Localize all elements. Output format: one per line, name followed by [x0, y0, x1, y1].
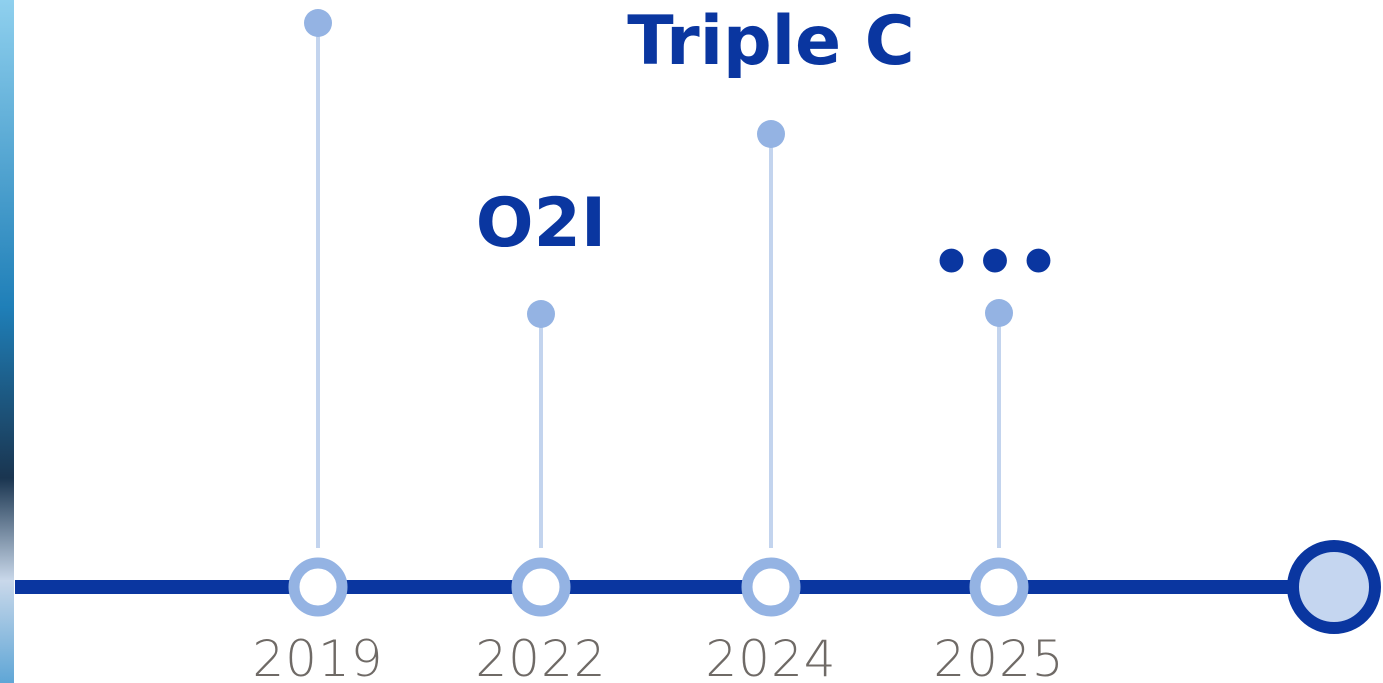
milestone-label: ••• — [930, 224, 1060, 303]
milestone-label: Triple C — [627, 2, 914, 81]
node — [747, 563, 795, 611]
stem-dot — [985, 299, 1013, 327]
side-photo — [0, 0, 14, 683]
node — [975, 563, 1023, 611]
stem-dot — [304, 9, 332, 37]
milestone-label: O2I — [476, 184, 606, 263]
year-label: 2019 — [252, 630, 383, 683]
year-label: 2022 — [475, 630, 606, 683]
node — [294, 563, 342, 611]
timeline: 2019 2022 O2I 2024 Triple C 2025 ••• — [0, 0, 1383, 683]
stem-dot — [527, 300, 555, 328]
year-label: 2025 — [933, 630, 1064, 683]
stem-dot — [757, 120, 785, 148]
timeline-end — [1293, 546, 1375, 628]
year-label: 2024 — [705, 630, 836, 683]
node — [517, 563, 565, 611]
